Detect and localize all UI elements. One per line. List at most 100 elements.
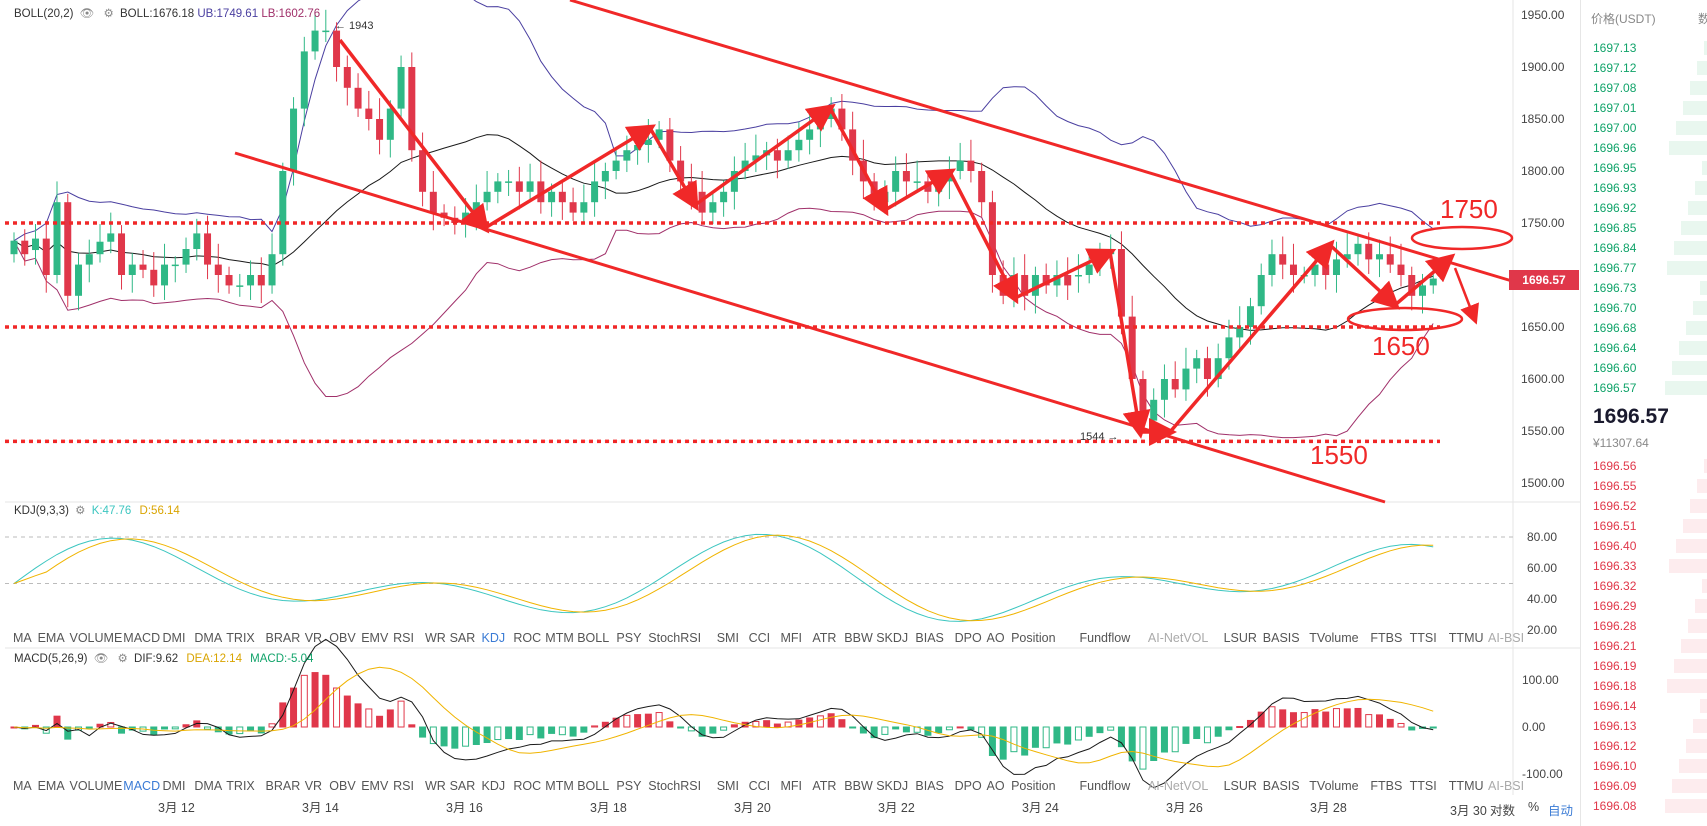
orderbook-bid-row[interactable]: 1696.09 (1581, 776, 1707, 796)
tab-mtm[interactable]: MTM (545, 631, 574, 645)
orderbook-ask-row[interactable]: 1696.85 (1581, 218, 1707, 238)
orderbook-bid-row[interactable]: 1696.13 (1581, 716, 1707, 736)
tab-roc[interactable]: ROC (513, 779, 542, 793)
tab-dma[interactable]: DMA (194, 779, 223, 793)
tab-bbw[interactable]: BBW (844, 631, 873, 645)
tab-cci[interactable]: CCI (748, 631, 771, 645)
tab-trix[interactable]: TRIX (226, 779, 255, 793)
eye-icon[interactable]: 👁 (79, 8, 95, 20)
chart-area[interactable]: 1950.001900.001850.001800.001750.001700.… (0, 0, 1580, 826)
orderbook-bid-row[interactable]: 1696.56 (1581, 456, 1707, 476)
tab-dpo[interactable]: DPO (954, 779, 982, 793)
orderbook-bid-row[interactable]: 1696.55 (1581, 476, 1707, 496)
tab-rsi[interactable]: RSI (393, 631, 414, 645)
tab-emv[interactable]: EMV (361, 631, 389, 645)
orderbook-bid-row[interactable]: 1696.33 (1581, 556, 1707, 576)
tab-bias[interactable]: BIAS (915, 779, 944, 793)
tab-ai-netvol[interactable]: AI-NetVOL (1147, 779, 1209, 793)
orderbook-bid-row[interactable]: 1696.51 (1581, 516, 1707, 536)
orderbook-ask-row[interactable]: 1696.93 (1581, 178, 1707, 198)
tab-ai-bsi[interactable]: AI-BSI (1488, 631, 1525, 645)
tab-ma[interactable]: MA (13, 779, 32, 793)
orderbook-ask-row[interactable]: 1696.95 (1581, 158, 1707, 178)
orderbook-bid-row[interactable]: 1696.32 (1581, 576, 1707, 596)
tab-lsur[interactable]: LSUR (1223, 631, 1257, 645)
orderbook-ask-row[interactable]: 1697.00 (1581, 118, 1707, 138)
tab-macd[interactable]: MACD (123, 779, 161, 793)
tab-ftbs[interactable]: FTBS (1370, 631, 1403, 645)
tab-roc[interactable]: ROC (513, 631, 542, 645)
tab-boll[interactable]: BOLL (577, 779, 610, 793)
percent-scale-button[interactable]: % (1528, 800, 1540, 814)
tab-kdj[interactable]: KDJ (481, 631, 506, 645)
tab-dmi[interactable]: DMI (162, 779, 186, 793)
price-chart[interactable]: 1950.001900.001850.001800.001750.001700.… (0, 0, 1580, 826)
orderbook-bid-row[interactable]: 1696.28 (1581, 616, 1707, 636)
orderbook-bid-row[interactable]: 1696.29 (1581, 596, 1707, 616)
eye-icon[interactable]: 👁 (93, 653, 109, 665)
tab-ema[interactable]: EMA (37, 631, 65, 645)
tab-cci[interactable]: CCI (748, 779, 771, 793)
orderbook-bid-row[interactable]: 1696.14 (1581, 696, 1707, 716)
tab-obv[interactable]: OBV (329, 631, 356, 645)
tab-bbw[interactable]: BBW (844, 779, 873, 793)
tab-ttmu[interactable]: TTMU (1448, 631, 1484, 645)
settings-icon[interactable]: ⚙ (103, 8, 114, 20)
orderbook-ask-row[interactable]: 1696.92 (1581, 198, 1707, 218)
tab-brar[interactable]: BRAR (265, 631, 301, 645)
tab-boll[interactable]: BOLL (577, 631, 610, 645)
tab-mtm[interactable]: MTM (545, 779, 574, 793)
tab-ma[interactable]: MA (13, 631, 32, 645)
tab-ai-netvol[interactable]: AI-NetVOL (1147, 631, 1209, 645)
tab-brar[interactable]: BRAR (265, 779, 301, 793)
orderbook-ask-row[interactable]: 1697.01 (1581, 98, 1707, 118)
settings-icon[interactable]: ⚙ (75, 505, 86, 517)
orderbook-ask-row[interactable]: 1696.96 (1581, 138, 1707, 158)
tab-mfi[interactable]: MFI (780, 631, 803, 645)
orderbook-bid-row[interactable]: 1696.19 (1581, 656, 1707, 676)
tab-basis[interactable]: BASIS (1262, 631, 1300, 645)
orderbook-ask-row[interactable]: 1697.12 (1581, 58, 1707, 78)
tab-trix[interactable]: TRIX (226, 631, 255, 645)
tab-skdj[interactable]: SKDJ (876, 779, 909, 793)
tab-basis[interactable]: BASIS (1262, 779, 1300, 793)
tab-mfi[interactable]: MFI (780, 779, 803, 793)
orderbook-ask-row[interactable]: 1697.13 (1581, 38, 1707, 58)
tab-wr[interactable]: WR (425, 631, 446, 645)
orderbook-bid-row[interactable]: 1696.40 (1581, 536, 1707, 556)
orderbook-ask-row[interactable]: 1696.84 (1581, 238, 1707, 258)
auto-scale-button[interactable]: 自动 (1548, 804, 1574, 818)
tab-tvolume[interactable]: TVolume (1309, 631, 1359, 645)
tab-skdj[interactable]: SKDJ (876, 631, 909, 645)
orderbook-ask-row[interactable]: 1696.64 (1581, 338, 1707, 358)
tab-ttmu[interactable]: TTMU (1448, 779, 1484, 793)
tab-atr[interactable]: ATR (812, 631, 837, 645)
orderbook-bid-row[interactable]: 1696.21 (1581, 636, 1707, 656)
tab-fundflow[interactable]: Fundflow (1079, 631, 1131, 645)
tab-ai-bsi[interactable]: AI-BSI (1488, 779, 1525, 793)
tab-dma[interactable]: DMA (194, 631, 223, 645)
tab-emv[interactable]: EMV (361, 779, 389, 793)
tab-ao[interactable]: AO (986, 779, 1005, 793)
tab-position[interactable]: Position (1011, 631, 1056, 645)
orderbook-ask-row[interactable]: 1696.73 (1581, 278, 1707, 298)
tab-stochrsi[interactable]: StochRSI (648, 631, 702, 645)
orderbook-bid-row[interactable]: 1696.52 (1581, 496, 1707, 516)
orderbook-ask-row[interactable]: 1696.68 (1581, 318, 1707, 338)
tab-kdj[interactable]: KDJ (481, 779, 506, 793)
orderbook-ask-row[interactable]: 1697.08 (1581, 78, 1707, 98)
tab-smi[interactable]: SMI (716, 631, 739, 645)
tab-ttsi[interactable]: TTSI (1409, 779, 1437, 793)
tab-ao[interactable]: AO (986, 631, 1005, 645)
tab-obv[interactable]: OBV (329, 779, 356, 793)
tab-dpo[interactable]: DPO (954, 631, 982, 645)
orderbook-ask-row[interactable]: 1696.60 (1581, 358, 1707, 378)
tab-vr[interactable]: VR (304, 779, 323, 793)
tab-smi[interactable]: SMI (716, 779, 739, 793)
tab-wr[interactable]: WR (425, 779, 446, 793)
orderbook-bid-row[interactable]: 1696.18 (1581, 676, 1707, 696)
tab-bias[interactable]: BIAS (915, 631, 944, 645)
tab-fundflow[interactable]: Fundflow (1079, 779, 1131, 793)
orderbook-bid-row[interactable]: 1696.08 (1581, 796, 1707, 816)
tab-ema[interactable]: EMA (37, 779, 65, 793)
